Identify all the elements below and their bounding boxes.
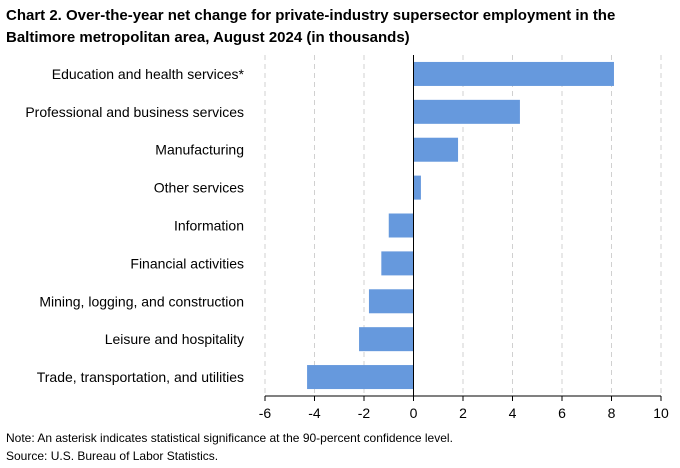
chart-title: Chart 2. Over-the-year net change for pr… [6,7,616,46]
category-labels: Education and health services* Profession… [25,66,244,385]
category-label: Mining, logging, and construction [39,293,244,309]
category-label: Education and health services* [52,66,245,82]
x-tick-label: 6 [558,405,566,421]
footnote-note: Note: An asterisk indicates statistical … [6,431,453,445]
bar [307,365,414,390]
x-tick-label: 10 [653,405,669,421]
category-label: Professional and business services [25,104,244,120]
x-tick-label: -6 [259,405,272,421]
category-label: Financial activities [130,255,244,271]
bar-chart: Education and health services* Profession… [25,55,669,421]
bar [413,61,614,86]
x-tick-label: 0 [410,405,418,421]
x-tick-label: -2 [358,405,371,421]
x-tick-label: -4 [308,405,321,421]
category-label: Leisure and hospitality [105,331,244,347]
bar [413,99,520,124]
bar [381,251,414,276]
x-tick-label: 2 [459,405,467,421]
bar [359,327,414,352]
category-label: Trade, transportation, and utilities [37,369,244,385]
footnote-source: Source: U.S. Bureau of Labor Statistics. [6,449,219,463]
bars [307,61,614,390]
category-label: Other services [154,180,244,196]
tick-labels: -6 -4 -2 0 2 4 6 8 10 [259,405,669,421]
bar [388,213,414,238]
axes [264,55,662,401]
category-label: Information [174,218,244,234]
x-tick-label: 8 [608,405,616,421]
x-tick-label: 4 [509,405,517,421]
bar [413,137,459,162]
bar [368,289,414,314]
category-label: Manufacturing [155,142,244,158]
bar [413,175,421,200]
